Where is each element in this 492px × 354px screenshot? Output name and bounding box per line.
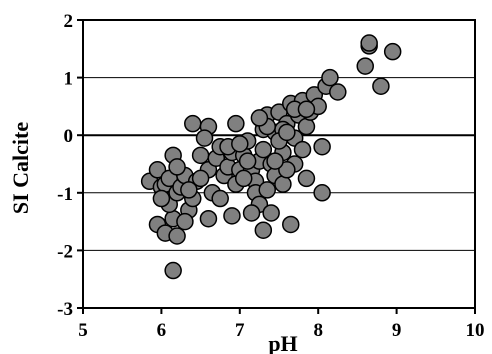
data-point bbox=[258, 181, 276, 199]
x-tick-label: 6 bbox=[157, 320, 167, 341]
data-point bbox=[191, 146, 210, 165]
data-point bbox=[293, 140, 312, 159]
data-point bbox=[329, 83, 347, 101]
data-point bbox=[383, 42, 402, 61]
data-point bbox=[242, 204, 261, 222]
plot-frame bbox=[82, 19, 476, 309]
y-axis-ticks: -3 -2 -1 0 1 2 bbox=[57, 11, 83, 320]
data-point bbox=[297, 117, 316, 136]
data-point bbox=[254, 140, 273, 159]
data-point bbox=[231, 135, 249, 153]
data-points bbox=[140, 34, 402, 280]
data-point bbox=[191, 169, 210, 188]
data-point bbox=[356, 57, 374, 75]
data-point bbox=[313, 184, 331, 202]
data-point bbox=[360, 34, 378, 52]
data-point bbox=[254, 221, 273, 239]
x-axis-label: pH bbox=[268, 331, 297, 354]
data-point bbox=[227, 114, 245, 133]
data-point bbox=[199, 209, 218, 228]
y-tick-label: -1 bbox=[57, 184, 73, 205]
data-point bbox=[152, 189, 171, 208]
x-tick-label: 7 bbox=[235, 320, 245, 341]
y-tick-label: -3 bbox=[57, 299, 73, 320]
y-tick-label: -2 bbox=[57, 241, 73, 262]
data-point bbox=[168, 158, 186, 176]
data-point bbox=[184, 114, 202, 133]
data-point bbox=[313, 137, 331, 156]
data-point bbox=[266, 152, 284, 170]
y-tick-label: 2 bbox=[64, 11, 74, 32]
data-point bbox=[321, 68, 339, 87]
data-point bbox=[176, 212, 194, 231]
data-point bbox=[297, 169, 316, 188]
x-tick-label: 8 bbox=[313, 320, 323, 341]
data-point bbox=[211, 189, 229, 208]
y-tick-label: 1 bbox=[64, 69, 74, 90]
data-point bbox=[164, 261, 182, 280]
y-tick-label: 0 bbox=[64, 126, 74, 147]
data-point bbox=[223, 207, 241, 225]
data-point bbox=[148, 161, 167, 179]
data-point bbox=[238, 152, 257, 170]
y-axis-label: SI Calcite bbox=[8, 122, 33, 215]
x-tick-label: 9 bbox=[392, 320, 402, 341]
data-point bbox=[250, 109, 269, 127]
data-point bbox=[274, 175, 292, 193]
data-point bbox=[278, 161, 296, 179]
x-tick-label: 5 bbox=[78, 320, 88, 341]
data-point bbox=[262, 204, 280, 222]
x-axis-ticks: 5 6 7 8 9 10 bbox=[78, 308, 485, 341]
data-point bbox=[234, 169, 253, 188]
data-point bbox=[372, 77, 390, 95]
data-point bbox=[278, 123, 296, 142]
data-point bbox=[168, 227, 186, 245]
data-point bbox=[180, 181, 198, 199]
data-point bbox=[297, 100, 316, 119]
x-tick-label: 10 bbox=[466, 320, 485, 341]
data-point bbox=[195, 129, 214, 147]
data-point bbox=[282, 215, 300, 234]
